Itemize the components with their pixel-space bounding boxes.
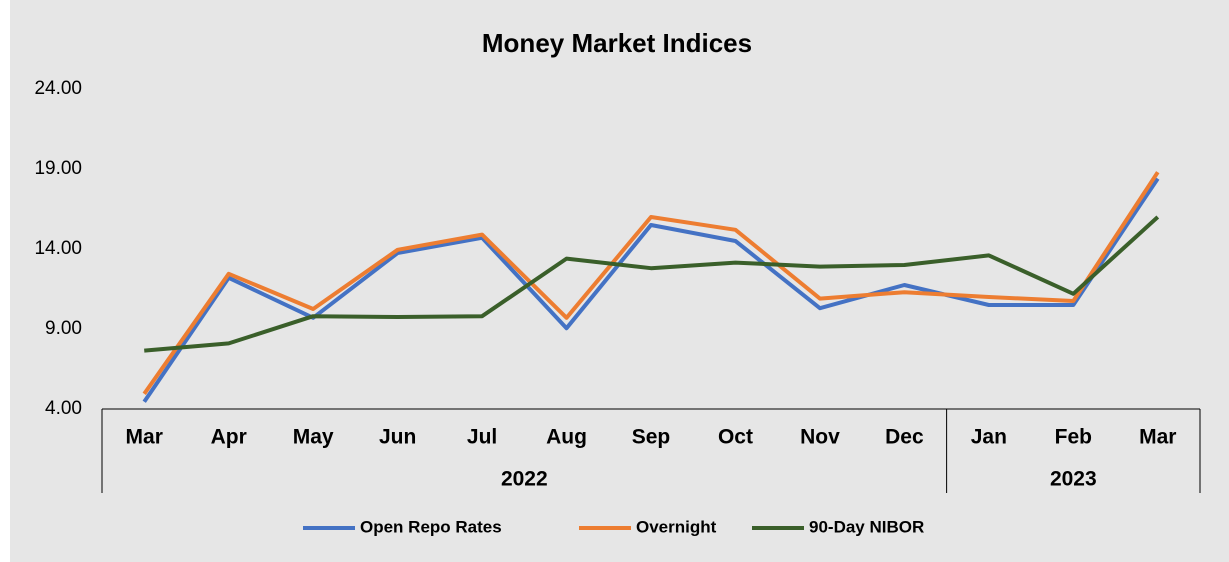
x-group-label: 2022	[501, 468, 548, 491]
x-tick-label: Sep	[632, 426, 671, 449]
y-tick-label: 4.00	[45, 398, 82, 419]
y-tick-label: 9.00	[45, 318, 82, 339]
y-tick-label: 24.00	[34, 78, 82, 99]
series-line	[144, 215, 1160, 353]
x-tick-label: Nov	[800, 426, 840, 449]
chart-title: Money Market Indices	[482, 28, 752, 58]
legend-label: 90-Day NIBOR	[809, 517, 924, 536]
x-group-label: 2023	[1050, 468, 1097, 491]
x-tick-label: Mar	[1139, 426, 1176, 449]
y-tick-label: 14.00	[34, 238, 82, 259]
legend-label: Overnight	[636, 517, 717, 536]
series-line	[142, 171, 1160, 395]
x-tick-label: Jun	[379, 426, 416, 449]
x-tick-label: Aug	[546, 426, 587, 449]
x-tick-label: Jul	[467, 426, 497, 449]
x-tick-label: Feb	[1055, 426, 1092, 449]
x-tick-label: Apr	[211, 426, 247, 449]
legend-label: Open Repo Rates	[360, 517, 502, 536]
x-tick-label: Oct	[718, 426, 753, 449]
x-tick-label: Jan	[971, 426, 1007, 449]
x-tick-label: May	[293, 426, 334, 449]
x-tick-label: Dec	[885, 426, 924, 449]
y-tick-label: 19.00	[34, 158, 82, 179]
chart-background	[10, 0, 1229, 562]
x-tick-label: Mar	[126, 426, 163, 449]
